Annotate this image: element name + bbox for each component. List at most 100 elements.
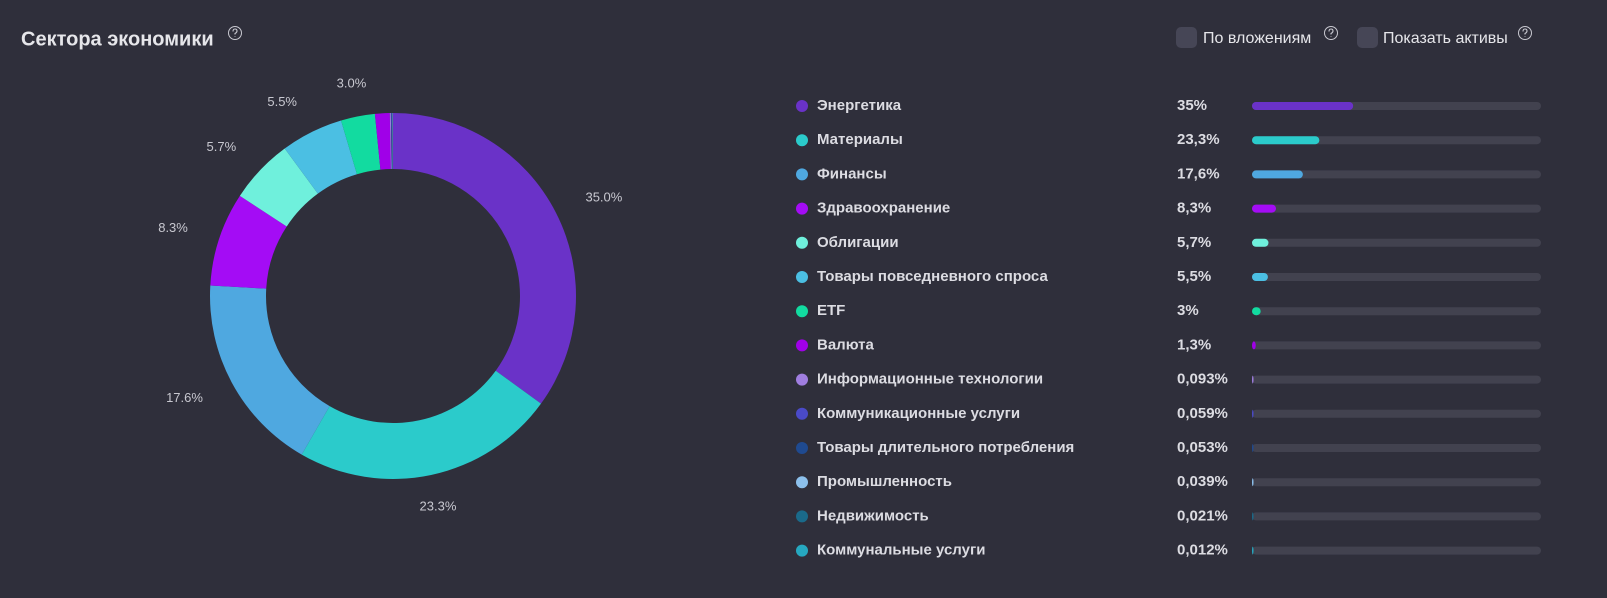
toggle-label[interactable]: По вложениям [1203, 30, 1311, 47]
bar [1252, 204, 1276, 213]
help-glyph [232, 28, 238, 37]
legend-label: Облигации [817, 234, 899, 251]
legend-label: Промышленность [817, 473, 952, 490]
legend-label: Товары повседневного спроса [817, 268, 1048, 285]
bar-track [1252, 512, 1541, 521]
legend-dot [796, 202, 808, 215]
bar-track [1252, 238, 1541, 247]
legend-label: Недвижимость [817, 507, 929, 524]
help-circle [228, 26, 242, 40]
slice-label: 3.0% [337, 75, 367, 90]
legend-dot [796, 236, 808, 249]
list-value: 0,039% [1177, 473, 1228, 490]
bar [1252, 307, 1261, 316]
donut-slice [284, 120, 357, 194]
bar [1252, 409, 1254, 418]
help-glyph [1522, 28, 1528, 37]
list-value: 0,053% [1177, 439, 1228, 456]
bar-track [1252, 409, 1541, 418]
bar-track [1252, 204, 1541, 213]
list-value: 8,3% [1177, 200, 1211, 217]
slice-label: 8.3% [158, 220, 188, 235]
legend-dot [796, 544, 808, 557]
donut-slice [391, 113, 393, 170]
list-value: 17,6% [1177, 165, 1220, 182]
bar-track [1252, 546, 1541, 555]
bar-track [1252, 341, 1541, 350]
slice-label: 5.5% [267, 94, 297, 109]
list-value: 23,3% [1177, 131, 1220, 148]
bar-track [1252, 478, 1541, 487]
legend-dot [796, 407, 808, 420]
toggle-label[interactable]: Показать активы [1383, 30, 1508, 47]
bar [1252, 170, 1303, 179]
list-value: 0,059% [1177, 405, 1228, 422]
list-value: 0,021% [1177, 507, 1228, 524]
legend-label: Коммуникационные услуги [817, 405, 1020, 422]
slice-label: 5.7% [207, 139, 237, 154]
bar [1252, 238, 1269, 247]
bar [1252, 512, 1254, 521]
slice-label: 23.3% [420, 499, 457, 514]
legend-label: Товары длительного потребления [817, 439, 1074, 456]
donut-slice [390, 113, 393, 170]
list-value: 3% [1177, 302, 1199, 319]
legend-dot [796, 510, 808, 523]
bar-track [1252, 273, 1541, 281]
legend-dot [796, 271, 808, 283]
legend-dot [796, 373, 808, 386]
legend-dot [796, 442, 808, 454]
bar-track [1252, 170, 1541, 179]
bar-track [1252, 444, 1541, 452]
legend-dot [796, 339, 808, 352]
legend-label: Здравоохранение [817, 200, 950, 217]
list-value: 1,3% [1177, 336, 1211, 353]
bar [1252, 102, 1354, 110]
legend-dot [796, 168, 808, 181]
bar [1252, 478, 1254, 487]
chart-title: Сектора экономики [21, 28, 214, 50]
help-glyph [1328, 28, 1334, 37]
legend-dot [796, 100, 808, 112]
list-value: 35% [1177, 97, 1207, 114]
list-value: 0,093% [1177, 371, 1228, 388]
bar-track [1252, 307, 1541, 316]
donut-slice [374, 113, 391, 170]
help-circle [1324, 26, 1338, 40]
legend-label: Информационные технологии [817, 371, 1043, 388]
legend-label: Финансы [817, 165, 887, 182]
bar [1252, 341, 1256, 350]
legend-label: ETF [817, 302, 845, 319]
donut-slice [210, 285, 330, 455]
donut-slice [341, 113, 381, 175]
bar [1252, 273, 1268, 281]
list-value: 5,7% [1177, 234, 1211, 251]
legend-dot [796, 305, 808, 318]
donut-slice [392, 113, 393, 170]
bar-track [1252, 136, 1541, 145]
donut-slice [393, 113, 576, 404]
legend-label: Валюта [817, 336, 874, 353]
help-circle [1518, 26, 1532, 40]
help-icon[interactable] [1324, 26, 1338, 40]
checkbox[interactable] [1176, 27, 1197, 48]
donut-slice [389, 113, 392, 170]
bar [1252, 375, 1254, 384]
bar [1252, 546, 1254, 555]
checkbox[interactable] [1357, 27, 1378, 48]
legend-dot [796, 476, 808, 489]
bar [1252, 444, 1254, 452]
help-icon[interactable] [1518, 26, 1532, 40]
donut-slice [239, 148, 318, 227]
list-value: 0,012% [1177, 542, 1228, 559]
donut-slice [301, 370, 541, 479]
legend-label: Коммунальные услуги [817, 542, 985, 559]
legend-label: Материалы [817, 131, 903, 148]
donut-slice [210, 195, 287, 289]
slice-label: 17.6% [166, 390, 203, 405]
bar [1252, 136, 1320, 145]
legend-label: Энергетика [817, 97, 902, 114]
help-icon[interactable] [228, 26, 242, 40]
